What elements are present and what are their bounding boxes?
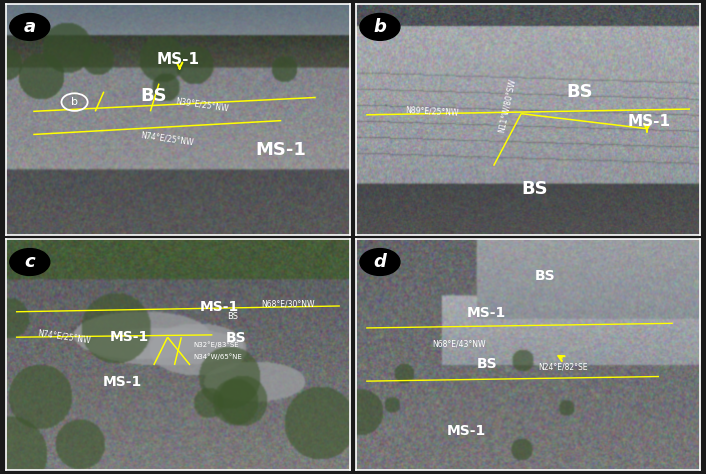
Text: MS-1: MS-1 bbox=[467, 306, 506, 320]
Text: BS: BS bbox=[535, 269, 556, 283]
Text: N34°W/65°NE: N34°W/65°NE bbox=[193, 354, 242, 360]
Text: N74°E/25°NW: N74°E/25°NW bbox=[140, 131, 195, 147]
Text: BS: BS bbox=[477, 357, 497, 371]
Text: MS-1: MS-1 bbox=[103, 375, 143, 389]
Text: BS: BS bbox=[522, 180, 549, 198]
Text: BS: BS bbox=[227, 312, 239, 321]
Text: b: b bbox=[373, 18, 386, 36]
Text: MS-1: MS-1 bbox=[256, 140, 306, 158]
Text: MS-1: MS-1 bbox=[446, 424, 486, 438]
Text: MS-1: MS-1 bbox=[157, 52, 199, 67]
Circle shape bbox=[360, 13, 400, 40]
Text: MS-1: MS-1 bbox=[627, 114, 670, 129]
Text: BS: BS bbox=[226, 331, 247, 346]
Text: a: a bbox=[24, 18, 36, 36]
Text: N68°E/30°NW: N68°E/30°NW bbox=[261, 299, 315, 308]
Text: MS-1: MS-1 bbox=[200, 300, 239, 314]
Text: BS: BS bbox=[140, 87, 167, 105]
Text: N11°W/80°SW: N11°W/80°SW bbox=[497, 78, 517, 133]
Text: b: b bbox=[71, 97, 78, 107]
Text: MS-1: MS-1 bbox=[110, 330, 149, 344]
Text: c: c bbox=[25, 253, 35, 271]
Circle shape bbox=[360, 248, 400, 275]
Text: BS: BS bbox=[566, 82, 593, 100]
Text: N68°E/43°NW: N68°E/43°NW bbox=[433, 340, 486, 349]
Text: N74°E/25°NW: N74°E/25°NW bbox=[37, 329, 91, 346]
Text: d: d bbox=[373, 253, 386, 271]
Circle shape bbox=[10, 248, 49, 275]
Text: N32°E/83°SE: N32°E/83°SE bbox=[193, 341, 239, 347]
Text: N39°E/25°NW: N39°E/25°NW bbox=[175, 96, 229, 113]
Text: N89°E/25°NW: N89°E/25°NW bbox=[405, 105, 458, 117]
Circle shape bbox=[10, 13, 49, 40]
Text: N24°E/82°SE: N24°E/82°SE bbox=[538, 363, 587, 372]
